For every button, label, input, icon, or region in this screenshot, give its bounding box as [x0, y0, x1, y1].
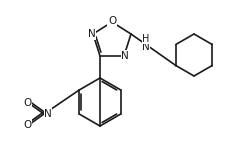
- Text: O: O: [108, 16, 116, 26]
- Text: N: N: [44, 109, 52, 119]
- Text: N: N: [142, 42, 150, 52]
- Text: N: N: [88, 29, 96, 39]
- Text: O: O: [23, 98, 31, 108]
- Text: N: N: [121, 51, 129, 61]
- Text: O: O: [23, 120, 31, 130]
- Text: H: H: [142, 34, 150, 44]
